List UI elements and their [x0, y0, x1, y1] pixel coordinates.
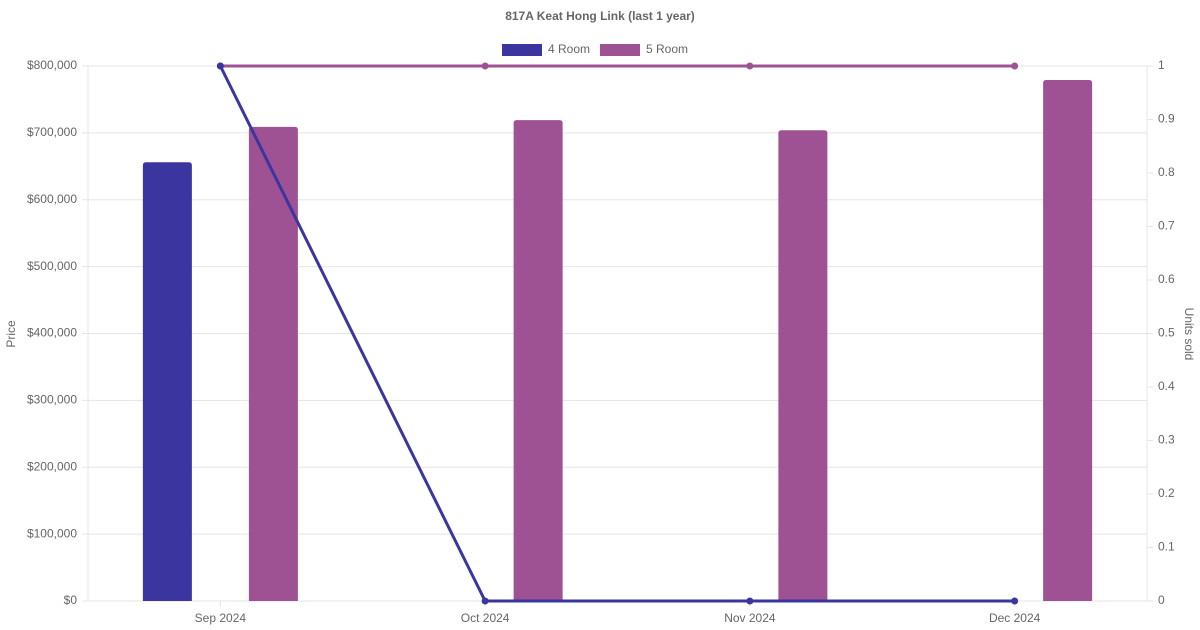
y2-tick-label: 0.9 — [1158, 112, 1175, 126]
point — [1011, 62, 1019, 70]
y-tick-label: $800,000 — [27, 58, 77, 72]
y-axis-title: Price — [4, 320, 18, 348]
y2-tick-label: 0.8 — [1158, 165, 1175, 179]
y2-axis-title: Units sold — [1182, 308, 1196, 361]
y2-tick-label: 0.2 — [1158, 486, 1175, 500]
bar — [513, 120, 563, 601]
y2-tick-label: 0.6 — [1158, 272, 1175, 286]
line — [219, 65, 1015, 603]
legend-swatch — [502, 44, 542, 56]
y-tick-label: $400,000 — [27, 326, 77, 340]
point — [746, 597, 754, 605]
y2-tick-label: 0.7 — [1158, 219, 1175, 233]
x-tick-label: Nov 2024 — [724, 611, 776, 625]
bar — [248, 126, 298, 601]
point — [216, 62, 224, 70]
legend-label: 5 Room — [646, 42, 688, 56]
bar — [1043, 80, 1093, 601]
bar — [142, 162, 192, 602]
y-tick-label: $100,000 — [27, 526, 77, 540]
chart-title: 817A Keat Hong Link (last 1 year) — [505, 9, 695, 23]
point — [746, 62, 754, 70]
y-tick-label: $500,000 — [27, 259, 77, 273]
point — [481, 597, 489, 605]
y2-tick-label: 1 — [1158, 58, 1165, 72]
point — [481, 62, 489, 70]
bar — [778, 130, 828, 601]
y-tick-label: $300,000 — [27, 393, 77, 407]
point — [1011, 597, 1019, 605]
y2-tick-label: 0 — [1158, 593, 1165, 607]
y-tick-label: $200,000 — [27, 459, 77, 473]
legend-label: 4 Room — [548, 42, 590, 56]
x-tick-label: Dec 2024 — [989, 611, 1041, 625]
x-tick-label: Sep 2024 — [195, 611, 247, 625]
y-tick-label: $0 — [64, 593, 78, 607]
x-tick-label: Oct 2024 — [461, 611, 510, 625]
y2-tick-label: 0.4 — [1158, 379, 1175, 393]
legend-swatch — [600, 44, 640, 56]
y-tick-label: $700,000 — [27, 125, 77, 139]
y2-tick-label: 0.3 — [1158, 433, 1175, 447]
y2-tick-label: 0.5 — [1158, 326, 1175, 340]
y-tick-label: $600,000 — [27, 192, 77, 206]
y2-tick-label: 0.1 — [1158, 540, 1175, 554]
